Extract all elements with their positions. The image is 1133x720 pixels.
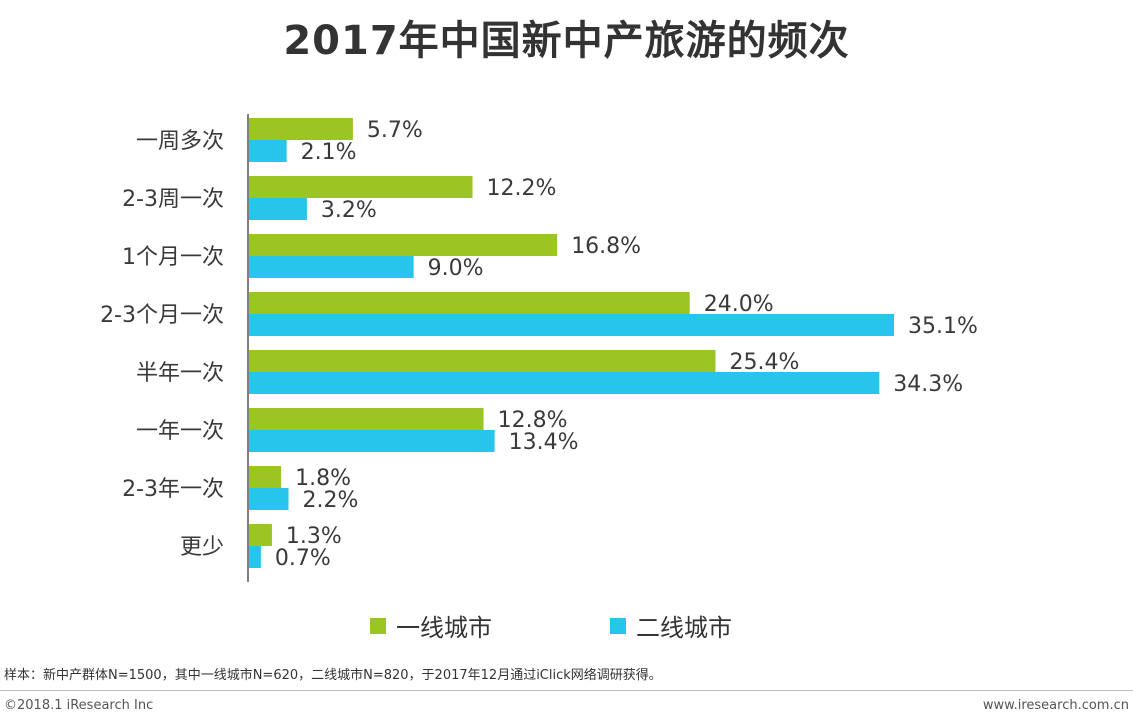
value-label-tier1: 1.3% <box>286 524 342 549</box>
category-label: 一年一次 <box>136 419 224 444</box>
value-label-tier1: 5.7% <box>367 118 423 143</box>
bar-tier2 <box>248 430 495 452</box>
legend-item-tier1: 一线城市 <box>370 608 492 643</box>
bar-tier1 <box>248 234 558 256</box>
bar-chart: 一周多次 5.7% 2.1% 2-3周一次 12.2% 3.2% 1个月一次 16.8% 9.0… <box>100 114 978 582</box>
bar-tier2 <box>248 314 894 336</box>
bar-tier1 <box>248 118 353 140</box>
category-label: 2-3年一次 <box>122 477 224 502</box>
value-label-tier2: 13.4% <box>509 430 579 455</box>
value-label-tier2: 2.1% <box>301 140 357 165</box>
category-label: 一周多次 <box>136 129 224 154</box>
value-label-tier2: 0.7% <box>275 546 331 571</box>
sample-note: 样本：新中产群体N=1500，其中一线城市N=620，二线城市N=820，于20… <box>4 668 662 683</box>
bar-tier1 <box>248 350 716 372</box>
category-label: 半年一次 <box>136 361 224 386</box>
value-label-tier2: 9.0% <box>428 256 484 281</box>
value-label-tier1: 12.8% <box>498 408 568 433</box>
bar-tier2 <box>248 546 261 568</box>
chart-title: 2017年中国新中产旅游的频次 <box>283 18 850 64</box>
bar-tier1 <box>248 292 690 314</box>
legend: 一线城市 二线城市 <box>0 608 1133 644</box>
value-label-tier1: 12.2% <box>487 176 557 201</box>
category-label: 1个月一次 <box>122 245 224 270</box>
value-label-tier1: 25.4% <box>729 350 799 375</box>
category-label: 2-3个月一次 <box>100 303 224 328</box>
footer-divider <box>0 690 1133 691</box>
bar-tier2 <box>248 140 287 162</box>
value-label-tier1: 24.0% <box>704 292 774 317</box>
bar-tier2 <box>248 372 880 394</box>
value-label-tier1: 16.8% <box>571 234 641 259</box>
bar-tier1 <box>248 408 484 430</box>
value-label-tier2: 35.1% <box>908 314 978 339</box>
bar-tier2 <box>248 198 307 220</box>
bar-tier1 <box>248 466 282 488</box>
legend-swatch-tier1 <box>370 617 386 634</box>
bar-tier2 <box>248 488 289 510</box>
bar-tier1 <box>248 176 473 198</box>
legend-label-tier1: 一线城市 <box>396 614 492 642</box>
legend-label-tier2: 二线城市 <box>636 614 732 642</box>
bar-tier2 <box>248 256 414 278</box>
footer-copyright: ©2018.1 iResearch Inc <box>4 698 154 713</box>
footer-website: www.iresearch.com.cn <box>982 698 1129 713</box>
value-label-tier2: 3.2% <box>321 198 377 223</box>
legend-swatch-tier2 <box>610 617 626 634</box>
value-label-tier1: 1.8% <box>295 466 351 491</box>
value-label-tier2: 34.3% <box>893 372 963 397</box>
value-label-tier2: 2.2% <box>302 488 358 513</box>
category-label: 更少 <box>180 535 224 560</box>
bar-tier1 <box>248 524 272 546</box>
category-label: 2-3周一次 <box>122 187 224 212</box>
legend-item-tier2: 二线城市 <box>610 608 732 643</box>
